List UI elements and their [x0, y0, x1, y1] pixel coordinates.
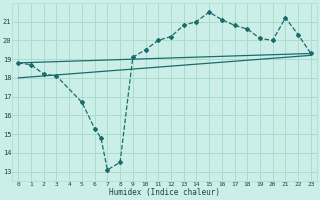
X-axis label: Humidex (Indice chaleur): Humidex (Indice chaleur) — [109, 188, 220, 197]
